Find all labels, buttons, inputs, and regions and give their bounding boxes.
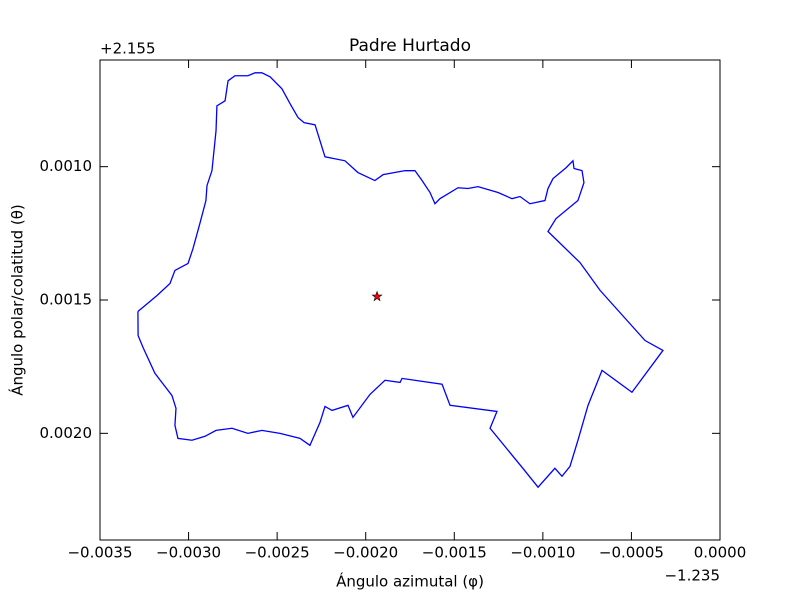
x-tick-label: 0.0000: [694, 544, 747, 562]
chart-title: Padre Hurtado: [349, 36, 471, 56]
x-tick-label: −0.0010: [510, 544, 575, 562]
plot-frame: [99, 59, 721, 541]
y-tick-label: 0.0020: [40, 424, 93, 442]
x-tick-label: −0.0025: [245, 544, 310, 562]
y-tick-label: 0.0010: [40, 157, 93, 175]
y-tick-label: 0.0015: [40, 291, 93, 309]
x-tick-label: −0.0035: [67, 544, 132, 562]
boundary-line: [137, 72, 664, 489]
y-offset-label: +2.155: [100, 40, 156, 58]
x-offset-label: −1.235: [664, 567, 720, 585]
y-axis-label: Ángulo polar/colatitud (θ): [8, 204, 27, 396]
x-tick-label: −0.0005: [599, 544, 664, 562]
x-axis-label: Ángulo azimutal (φ): [336, 572, 484, 591]
x-tick-label: −0.0015: [422, 544, 487, 562]
x-tick-label: −0.0020: [333, 544, 398, 562]
centroid-marker: [371, 290, 383, 302]
x-tick-label: −0.0030: [156, 544, 221, 562]
